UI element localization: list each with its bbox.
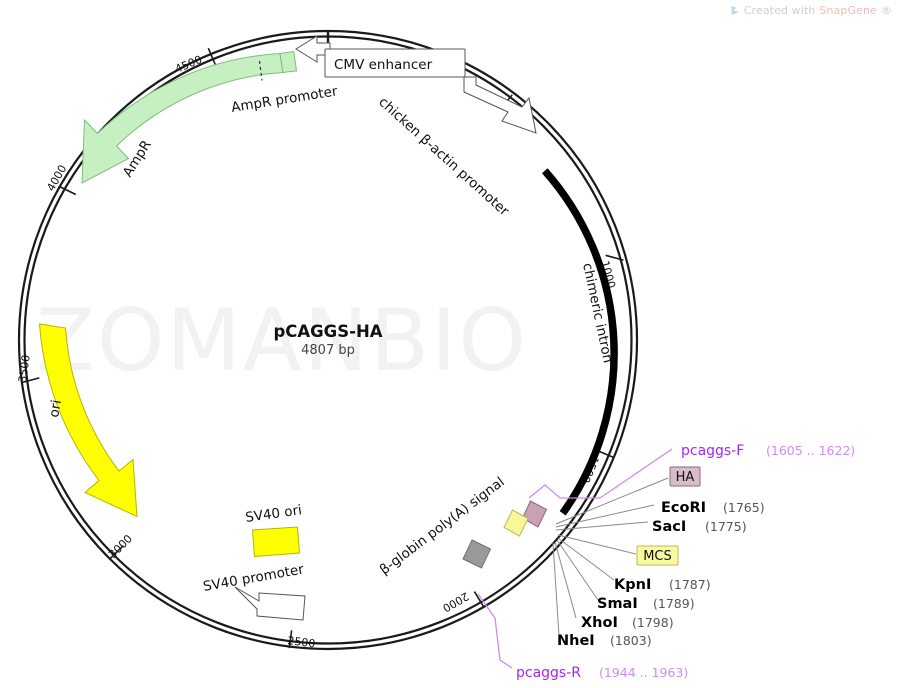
feature-sv40-ori[interactable]: SV40 ori [244, 502, 303, 558]
enzyme-row-kpni[interactable]: KpnI (1787) [614, 577, 711, 593]
feature-label-beta-globin-polya: β-globin poly(A) signal [377, 474, 508, 578]
feature-cmv-enhancer[interactable]: CMV enhancer [324, 48, 466, 78]
feature-ori[interactable]: ori [38, 323, 138, 518]
feature-label-sv40-promoter: SV40 promoter [202, 561, 306, 595]
snapgene-brand: SnapGene [819, 4, 877, 17]
feature-label-ori: ori [46, 399, 65, 419]
primer-range-pcaggs-r: (1944 .. 1963) [599, 665, 688, 680]
feature-chip-label-ha: HA [676, 470, 695, 485]
primer-name-pcaggs-f: pcaggs-F [681, 443, 744, 459]
enzyme-position-ecori: (1765) [723, 500, 765, 515]
enzyme-row-ecori[interactable]: EcoRI (1765) [661, 500, 765, 516]
feature-sv40-promoter[interactable]: SV40 promoter [202, 561, 306, 621]
snapgene-prefix: Created with [743, 4, 816, 17]
page-title: pCAGGS-HA [273, 322, 382, 341]
enzyme-row-xhoi[interactable]: XhoI (1798) [581, 615, 674, 631]
primer-range-pcaggs-f: (1605 .. 1622) [766, 443, 855, 458]
tick-label-3000: 3000 [106, 532, 135, 561]
enzyme-position-nhei: (1803) [610, 633, 652, 648]
tick-label-3500: 3500 [16, 354, 33, 384]
feature-label-chicken-actin-promoter: chicken β-actin promoter [375, 94, 512, 220]
plasmid-size-label: 4807 bp [301, 343, 355, 358]
enzyme-name-xhoi: XhoI [581, 615, 618, 631]
primer-leader-lines [477, 448, 673, 669]
feature-chip-mcs[interactable]: MCS [636, 545, 679, 566]
feature-chip-label-mcs: MCS [643, 549, 672, 564]
enzyme-name-ecori: EcoRI [661, 500, 706, 516]
enzyme-name-kpni: KpnI [614, 577, 651, 593]
enzyme-position-smai: (1789) [653, 596, 695, 611]
enzyme-position-kpni: (1787) [669, 577, 711, 592]
tick-label-2500: 2500 [287, 634, 316, 650]
feature-mcs[interactable] [503, 509, 529, 537]
enzyme-name-smai: SmaI [597, 596, 638, 612]
primer-name-pcaggs-r: pcaggs-R [516, 665, 581, 681]
enzyme-row-saci[interactable]: SacI (1775) [652, 519, 747, 535]
watermark-text: ZOMANBIO [36, 291, 528, 391]
callout-leader-lines [552, 477, 669, 637]
plasmid-center-label: pCAGGS-HA 4807 bp [273, 322, 382, 358]
enzyme-row-nhei[interactable]: NheI (1803) [557, 633, 652, 649]
enzyme-row-smai[interactable]: SmaI (1789) [597, 596, 695, 612]
enzyme-name-saci: SacI [652, 519, 686, 535]
primer-row-pcaggs-r[interactable]: pcaggs-R (1944 .. 1963) [516, 665, 688, 681]
feature-label-sv40-ori: SV40 ori [244, 502, 303, 526]
enzyme-position-xhoi: (1798) [632, 615, 674, 630]
enzyme-name-nhei: NheI [557, 633, 595, 649]
feature-label-ampr-promoter: AmpR promoter [230, 83, 339, 116]
enzyme-position-saci: (1775) [705, 519, 747, 534]
snapgene-logo-icon [730, 5, 740, 16]
primer-row-pcaggs-f[interactable]: pcaggs-F (1605 .. 1622) [681, 443, 855, 459]
feature-label-cmv-enhancer: CMV enhancer [334, 57, 433, 73]
feature-ha[interactable] [521, 500, 548, 528]
snapgene-attribution: Created with SnapGene ® [730, 4, 892, 17]
feature-beta-globin-polya[interactable]: β-globin poly(A) signal [377, 474, 508, 578]
feature-chip-ha[interactable]: HA [669, 466, 701, 487]
snapgene-registered-mark: ® [880, 4, 892, 17]
